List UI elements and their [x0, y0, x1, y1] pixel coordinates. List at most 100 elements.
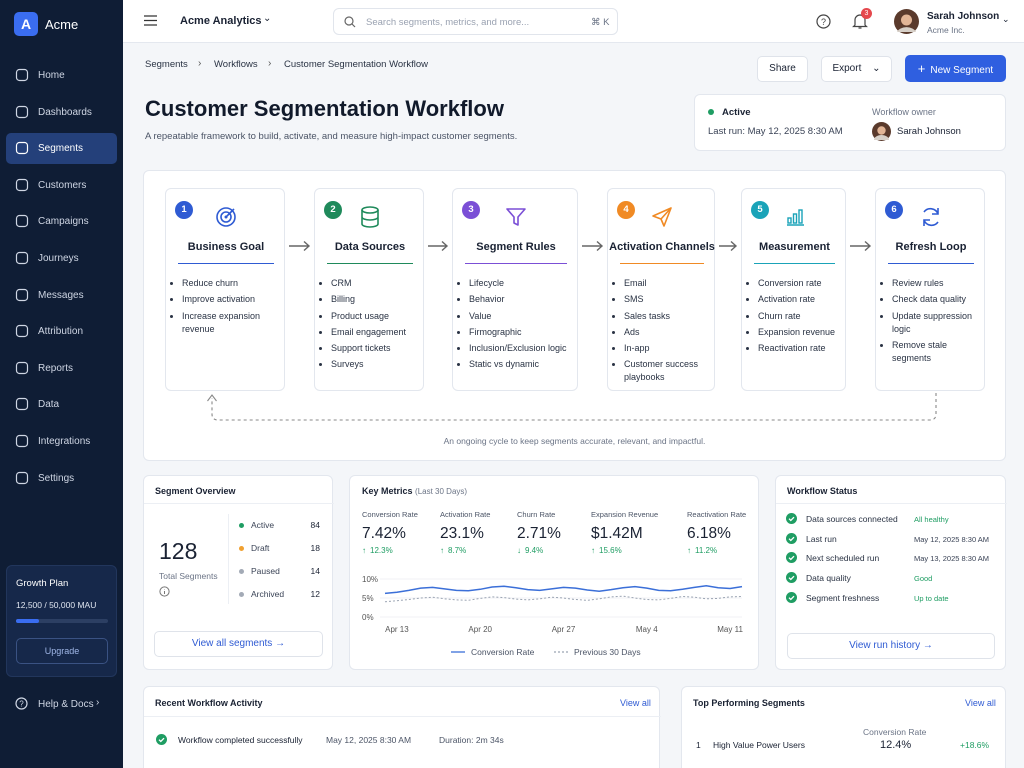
workflow-step[interactable]: 6 Refresh Loop Review rules Check data qual…	[875, 188, 985, 391]
nav-label: Segments	[38, 143, 84, 155]
topbar: Acme Analytics ⌄ Search segments, metric…	[123, 0, 1024, 43]
nav-icon	[15, 325, 29, 338]
workflow-step[interactable]: 2 Data Sources CRM Billing Product usage Emai…	[314, 188, 424, 391]
key-metrics-card: Key Metrics (Last 30 Days) Conversion Ra…	[349, 475, 759, 670]
nav-item[interactable]: Reports	[6, 353, 117, 384]
workflow-step[interactable]: 5 Measurement Conversion rate Activation ra…	[741, 188, 846, 391]
icon-shape	[15, 325, 29, 338]
card-title: Recent Workflow Activity	[155, 698, 263, 708]
nav-item[interactable]: Customers	[6, 170, 117, 201]
nav-item[interactable]: Campaigns	[6, 206, 117, 237]
notification-badge: 3	[861, 8, 872, 19]
help-icon: ?	[15, 697, 28, 710]
step-items: Conversion rate Activation rate Churn rate…	[742, 277, 839, 358]
change-value: 12.3%	[370, 546, 393, 555]
view-history-button[interactable]: View run history →	[787, 633, 995, 659]
workflow-step[interactable]: 1 Business Goal Reduce churn Improve activa…	[165, 188, 285, 391]
user-avatar[interactable]	[894, 9, 919, 34]
check-icon	[786, 572, 797, 584]
status-count: 12	[310, 589, 320, 599]
card-title: Key Metrics (Last 30 Days)	[362, 486, 467, 496]
icon-shape	[15, 361, 29, 374]
view-segments-button[interactable]: View all segments →	[154, 631, 323, 657]
export-chevron: ⌄	[872, 63, 881, 74]
nav-icon	[15, 288, 29, 301]
nav-item[interactable]: Attribution	[6, 316, 117, 347]
step-item: Lifecycle	[469, 277, 571, 290]
metric-label: Reactivation Rate	[687, 510, 747, 519]
breadcrumb-item[interactable]: Segments	[145, 59, 188, 70]
step-item: Reactivation rate	[758, 342, 839, 355]
step-item: Review rules	[892, 277, 978, 290]
status-dot	[239, 523, 244, 528]
step-item: Firmographic	[469, 326, 571, 339]
view-all-link[interactable]: View all	[965, 698, 996, 708]
status-name: Paused	[251, 566, 280, 576]
workflow-step[interactable]: 4 Activation Channels Email SMS Sales tasks A…	[607, 188, 715, 391]
export-button[interactable]: Export ⌄	[821, 56, 892, 82]
menu-icon[interactable]	[144, 15, 157, 26]
status-card: Active Last run: May 12, 2025 8:30 AM Wo…	[694, 94, 1006, 151]
status-name: Archived	[251, 589, 285, 599]
activity-event: Workflow completed successfully	[178, 735, 303, 745]
metric-value: 7.42%	[362, 525, 406, 542]
nav-icon	[15, 178, 29, 191]
nav-label: Reports	[38, 362, 74, 374]
workflow-status-card: Workflow Status Data sources connected Al…	[775, 475, 1007, 670]
help-link[interactable]: Help & Docs	[38, 699, 94, 710]
metric-change: ↑ 12.3%	[362, 546, 393, 555]
help-button[interactable]: ?	[816, 14, 831, 29]
plan-usage: 12,500 / 50,000 MAU	[16, 600, 97, 610]
step-item: Increase expansion revenue	[182, 310, 278, 336]
plan-title: Growth Plan	[16, 578, 69, 589]
nav-item[interactable]: Journeys	[6, 243, 117, 274]
nav-label: Home	[38, 70, 65, 81]
nav-item[interactable]: Segments	[6, 133, 117, 165]
logo[interactable]: A	[14, 12, 38, 36]
nav-item[interactable]: Data	[6, 389, 117, 420]
step-item: Ads	[624, 326, 708, 339]
nav-icon	[15, 471, 29, 484]
icon-shape	[15, 434, 29, 448]
title-text: Key Metrics	[362, 486, 413, 496]
nav-item[interactable]: Integrations	[6, 426, 117, 457]
nav-item[interactable]: Dashboards	[6, 97, 117, 128]
upgrade-button[interactable]: Upgrade	[16, 638, 108, 664]
nav-icon	[15, 361, 29, 374]
nav-icon	[15, 215, 29, 228]
step-number: 1	[175, 201, 193, 219]
step-number: 3	[462, 201, 480, 219]
status-name: Active	[251, 520, 275, 530]
search-icon	[344, 16, 356, 28]
metric-label: Expansion Revenue	[591, 510, 659, 519]
info-icon[interactable]	[159, 586, 170, 597]
breadcrumb-separator: ›	[268, 58, 272, 69]
help-chevron: ›	[96, 697, 100, 708]
search-box[interactable]: Search segments, metrics, and more... ⌘ …	[333, 8, 618, 35]
segment-rank: 1	[696, 740, 701, 750]
step-number: 4	[617, 201, 635, 219]
step-item: Sales tasks	[624, 310, 708, 323]
svg-text:?: ?	[821, 17, 826, 27]
workflow-step[interactable]: 3 Segment Rules Lifecycle Behavior Value Firm…	[452, 188, 578, 391]
export-label: Export	[832, 63, 862, 74]
step-title: Refresh Loop	[895, 241, 967, 253]
step-item: Churn rate	[758, 310, 839, 323]
icon-shape	[15, 105, 29, 118]
button-label: View run history	[849, 640, 921, 651]
app-name[interactable]: Acme Analytics	[180, 15, 262, 27]
icon-shape	[15, 251, 29, 265]
nav-item[interactable]: Messages	[6, 280, 117, 311]
new-segment-button[interactable]: + New Segment	[905, 55, 1006, 82]
nav-item[interactable]: Settings	[6, 463, 117, 494]
share-button[interactable]: Share	[757, 56, 808, 82]
owner-label: Workflow owner	[872, 107, 936, 117]
breadcrumb-item[interactable]: Workflows	[214, 59, 258, 70]
icon-shape	[15, 398, 29, 411]
activity-duration: Duration: 2m 34s	[439, 735, 504, 745]
status-count: 14	[310, 566, 320, 576]
nav-item[interactable]: Home	[6, 60, 117, 91]
view-all-link[interactable]: View all	[620, 698, 651, 708]
breadcrumb-separator: ›	[198, 58, 202, 69]
activity-time: May 12, 2025 8:30 AM	[326, 735, 412, 745]
